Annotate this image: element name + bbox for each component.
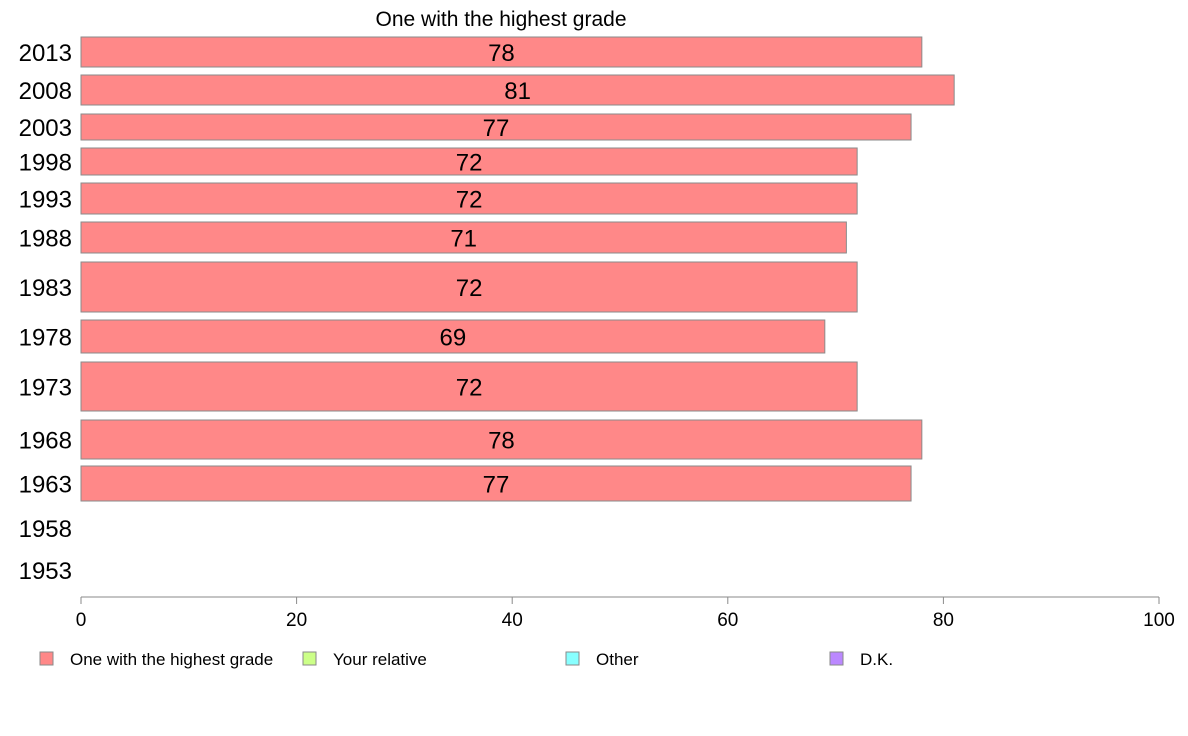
x-tick-label-100: 100 [1143, 610, 1175, 631]
category-label-1998: 1998 [19, 150, 72, 177]
legend-label-other: Other [596, 650, 639, 669]
value-label-1973: 72 [456, 375, 483, 402]
category-label-1993: 1993 [19, 187, 72, 214]
x-tick-label-60: 60 [717, 610, 738, 631]
legend-swatch-one-with-the-highest-grade [39, 651, 54, 666]
value-label-2008: 81 [504, 78, 531, 105]
legend-label-your-relative: Your relative [333, 650, 427, 669]
bar-1998 [80, 147, 858, 176]
chart-title: One with the highest grade [376, 8, 627, 31]
category-label-1978: 1978 [19, 325, 72, 352]
bars-group [80, 36, 955, 502]
category-label-1963: 1963 [19, 472, 72, 499]
category-label-1953: 1953 [19, 558, 72, 585]
value-label-1993: 72 [456, 187, 483, 214]
category-label-2008: 2008 [19, 78, 72, 105]
legend-swatch-other [565, 651, 580, 666]
category-label-1983: 1983 [19, 275, 72, 302]
x-tick-label-40: 40 [502, 610, 523, 631]
bar-1973 [80, 361, 858, 412]
legend-label-d-k: D.K. [860, 650, 893, 669]
category-label-1973: 1973 [19, 375, 72, 402]
bar-1978 [80, 319, 826, 354]
x-tick-label-80: 80 [933, 610, 954, 631]
value-label-1988: 71 [450, 226, 477, 253]
bar-2008 [80, 74, 955, 106]
value-label-1978: 69 [440, 325, 467, 352]
value-label-1963: 77 [483, 472, 510, 499]
bar-1968 [80, 419, 923, 460]
value-label-1998: 72 [456, 150, 483, 177]
value-label-1983: 72 [456, 275, 483, 302]
bar-1988 [80, 221, 847, 254]
bar-1963 [80, 465, 912, 502]
legend-swatch-your-relative [302, 651, 317, 666]
category-labels: 2013 2008 2003 1998 1993 1988 1983 1978 1973 1968… [19, 40, 72, 585]
category-label-1968: 1968 [19, 428, 72, 455]
category-label-1958: 1958 [19, 516, 72, 543]
x-tick-label-0: 0 [76, 610, 87, 631]
category-label-2003: 2003 [19, 115, 72, 142]
legend: One with the highest grade Your relative O… [39, 650, 893, 669]
value-label-2003: 77 [483, 115, 510, 142]
category-label-1988: 1988 [19, 226, 72, 253]
category-label-2013: 2013 [19, 40, 72, 67]
x-axis: 0 20 40 60 80 100 [76, 596, 1175, 631]
bar-2003 [80, 113, 912, 141]
bar-1983 [80, 261, 858, 313]
bar-2013 [80, 36, 923, 68]
legend-label-one-with-the-highest-grade: One with the highest grade [70, 650, 273, 669]
bar-1993 [80, 182, 858, 215]
legend-swatch-d-k [829, 651, 844, 666]
x-tick-label-20: 20 [286, 610, 307, 631]
value-label-1968: 78 [488, 428, 515, 455]
value-label-2013: 78 [488, 40, 515, 67]
